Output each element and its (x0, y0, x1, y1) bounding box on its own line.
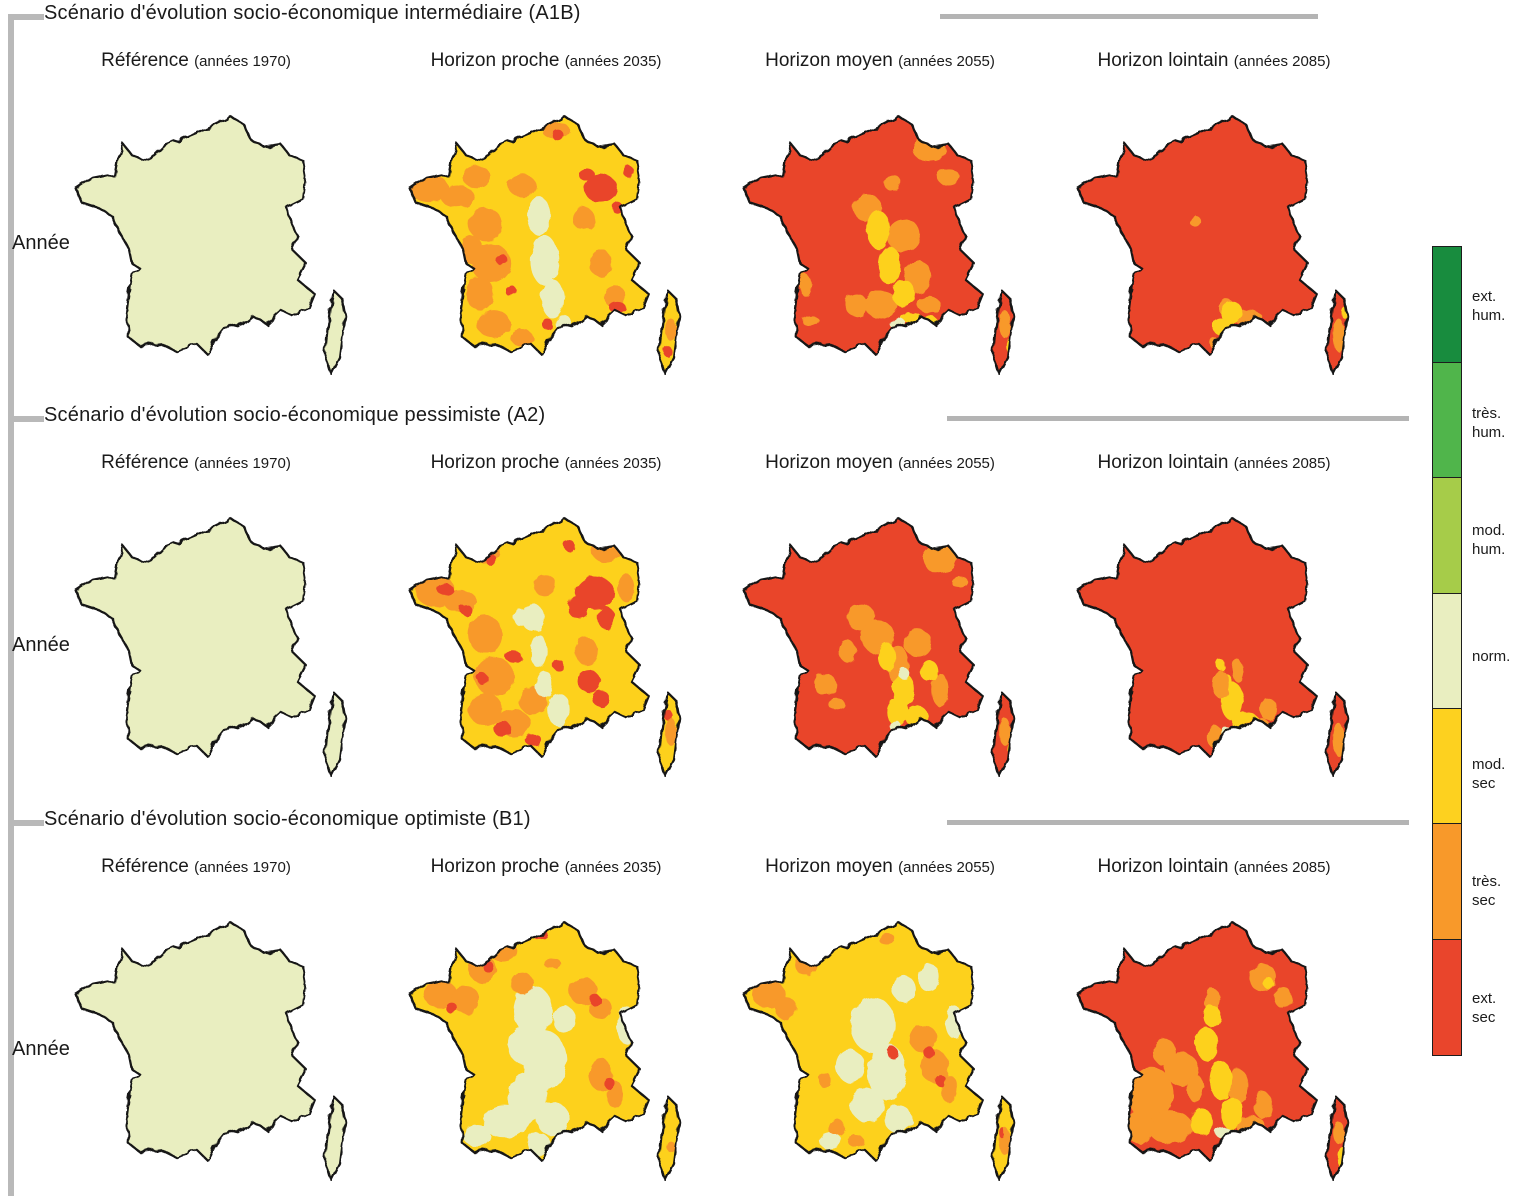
map-france-b1-horizon-3 (1076, 921, 1349, 1181)
map-france-a2-horizon-1 (408, 517, 681, 777)
legend-label-ext_sec: ext. sec (1472, 989, 1497, 1026)
maps-row (0, 402, 1425, 802)
column-header-sublabel: (années 1970) (194, 859, 291, 876)
legend-swatch-tres_sec (1432, 823, 1462, 941)
map-france-a1b-horizon-0 (74, 115, 347, 375)
map-france-a1b-horizon-3 (1076, 115, 1349, 375)
column-header-1: Horizon proche (années 2035) (396, 50, 696, 72)
column-header-sublabel: (années 2055) (898, 859, 995, 876)
column-header-0: Référence (années 1970) (46, 50, 346, 72)
map-france-a2-horizon-3 (1076, 517, 1349, 777)
column-header-2: Horizon moyen (années 2055) (730, 452, 1030, 474)
left-bracket-stub (8, 14, 44, 20)
column-header-sublabel: (années 2085) (1233, 859, 1331, 876)
column-header-sublabel: (années 2055) (898, 455, 995, 472)
maps-row (0, 806, 1425, 1200)
legend-bar (1432, 246, 1462, 1056)
maps-row (0, 0, 1425, 400)
legend-label-ext_hum: ext. hum. (1472, 287, 1506, 324)
column-header-label: Horizon proche (430, 452, 560, 473)
column-header-3: Horizon lointain (années 2085) (1064, 50, 1364, 72)
left-bracket-stub (8, 416, 44, 422)
map-france-b1-horizon-2 (742, 921, 1015, 1181)
legend-colorbar: ext. hum. très. hum. mod. hum. norm. mod. se… (1432, 246, 1539, 1073)
column-headers-row: Référence (années 1970) Horizon proche (a… (0, 452, 1425, 484)
column-headers-row: Référence (années 1970) Horizon proche (a… (0, 856, 1425, 888)
column-header-sublabel: (années 1970) (194, 53, 291, 70)
column-header-sublabel: (années 2035) (564, 455, 662, 472)
column-header-3: Horizon lointain (années 2085) (1064, 856, 1364, 878)
column-header-label: Référence (101, 50, 189, 71)
map-france-a2-horizon-0 (74, 517, 347, 777)
scenario-title: Scénario d'évolution socio-économique in… (44, 2, 581, 24)
map-france-a1b-horizon-1 (408, 115, 681, 375)
column-header-label: Référence (101, 452, 189, 473)
column-header-sublabel: (années 2085) (1233, 455, 1331, 472)
column-header-sublabel: (années 2055) (898, 53, 995, 70)
column-header-2: Horizon moyen (années 2055) (730, 856, 1030, 878)
column-header-label: Horizon proche (430, 50, 560, 71)
legend-swatch-mod_sec (1432, 708, 1462, 826)
column-header-label: Horizon moyen (765, 50, 893, 71)
legend-label-norm: norm. (1472, 648, 1511, 666)
scenario-title: Scénario d'évolution socio-économique pe… (44, 404, 546, 426)
column-header-sublabel: (années 2085) (1233, 53, 1331, 70)
map-france-a1b-horizon-2 (742, 115, 1015, 375)
year-axis-label: Année (12, 1038, 70, 1060)
year-axis-label: Année (12, 232, 70, 254)
column-header-sublabel: (années 2035) (564, 53, 662, 70)
scenario-block-a1b: Scénario d'évolution socio-économique in… (0, 0, 1425, 400)
map-france-a2-horizon-2 (742, 517, 1015, 777)
column-header-sublabel: (années 2035) (564, 859, 662, 876)
column-header-sublabel: (années 1970) (194, 455, 291, 472)
legend-swatch-ext_sec (1432, 938, 1462, 1056)
legend-swatch-ext_hum (1432, 246, 1462, 364)
column-header-label: Horizon lointain (1097, 452, 1229, 473)
column-header-label: Horizon lointain (1097, 50, 1229, 71)
column-header-3: Horizon lointain (années 2085) (1064, 452, 1364, 474)
column-header-1: Horizon proche (années 2035) (396, 452, 696, 474)
column-header-label: Horizon moyen (765, 452, 893, 473)
column-header-0: Référence (années 1970) (46, 856, 346, 878)
legend-label-tres_sec: très. sec (1472, 872, 1502, 909)
legend-label-tres_hum: très. hum. (1472, 404, 1506, 441)
scenario-block-a2: Scénario d'évolution socio-économique pe… (0, 402, 1425, 802)
title-rule (947, 416, 1409, 421)
column-header-label: Référence (101, 856, 189, 877)
map-france-b1-horizon-1 (408, 921, 681, 1181)
column-header-2: Horizon moyen (années 2055) (730, 50, 1030, 72)
title-rule (947, 820, 1409, 825)
column-headers-row: Référence (années 1970) Horizon proche (a… (0, 50, 1425, 82)
legend-label-mod_hum: mod. hum. (1472, 521, 1506, 558)
left-bracket-stub (8, 820, 44, 826)
scenario-block-b1: Scénario d'évolution socio-économique op… (0, 806, 1425, 1200)
column-header-label: Horizon lointain (1097, 856, 1229, 877)
title-rule (940, 14, 1318, 19)
year-axis-label: Année (12, 634, 70, 656)
legend-label-mod_sec: mod. sec (1472, 755, 1506, 792)
column-header-label: Horizon proche (430, 856, 560, 877)
legend-swatch-tres_hum (1432, 361, 1462, 479)
legend-swatch-norm (1432, 592, 1462, 710)
left-bracket-line (8, 14, 14, 1196)
map-france-b1-horizon-0 (74, 921, 347, 1181)
column-header-1: Horizon proche (années 2035) (396, 856, 696, 878)
legend-swatch-mod_hum (1432, 477, 1462, 595)
column-header-0: Référence (années 1970) (46, 452, 346, 474)
column-header-label: Horizon moyen (765, 856, 893, 877)
scenario-title: Scénario d'évolution socio-économique op… (44, 808, 531, 830)
